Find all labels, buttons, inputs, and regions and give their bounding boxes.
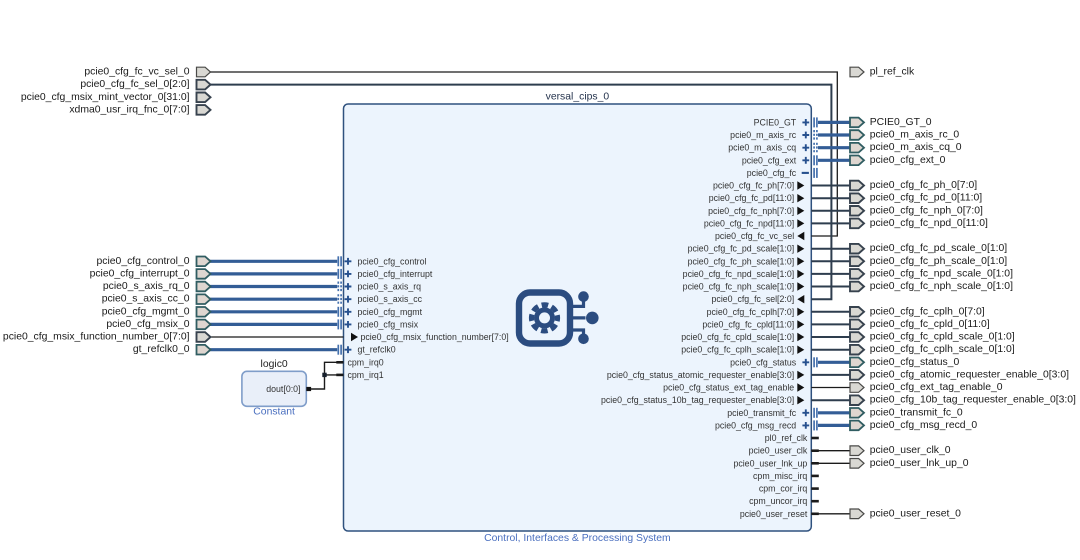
svg-text:pcie0_user_lnk_up: pcie0_user_lnk_up: [733, 458, 807, 468]
svg-text:pcie0_cfg_fc_npd[11:0]: pcie0_cfg_fc_npd[11:0]: [704, 218, 794, 228]
svg-text:pcie0_cfg_control_0: pcie0_cfg_control_0: [96, 256, 189, 267]
svg-text:pcie0_cfg_fc_ph_scale[1:0]: pcie0_cfg_fc_ph_scale[1:0]: [688, 256, 795, 266]
svg-text:Control, Interfaces & Processi: Control, Interfaces & Processing System: [484, 533, 671, 544]
svg-text:pcie0_cfg_msg_recd: pcie0_cfg_msg_recd: [715, 420, 796, 430]
svg-text:pcie0_cfg_mgmt_0: pcie0_cfg_mgmt_0: [102, 306, 190, 317]
svg-text:cpm_uncor_irq: cpm_uncor_irq: [749, 496, 807, 506]
svg-text:pcie0_cfg_fc_cplh[7:0]: pcie0_cfg_fc_cplh[7:0]: [707, 307, 795, 317]
svg-text:pcie0_cfg_fc_npd_0[11:0]: pcie0_cfg_fc_npd_0[11:0]: [870, 218, 988, 229]
svg-text:pcie0_cfg_fc_nph_scale_0[1:0]: pcie0_cfg_fc_nph_scale_0[1:0]: [870, 281, 1013, 292]
svg-text:pcie0_cfg_mgmt: pcie0_cfg_mgmt: [358, 307, 423, 317]
svg-text:pcie0_cfg_fc_cplh_scale_0[1:0]: pcie0_cfg_fc_cplh_scale_0[1:0]: [870, 344, 1015, 355]
svg-text:pcie0_cfg_msix_function_number: pcie0_cfg_msix_function_number[7:0]: [361, 332, 509, 342]
svg-text:pcie0_cfg_fc_cpld[11:0]: pcie0_cfg_fc_cpld[11:0]: [702, 319, 794, 329]
svg-text:pl_ref_clk: pl_ref_clk: [870, 67, 915, 78]
svg-text:pcie0_cfg_interrupt: pcie0_cfg_interrupt: [358, 269, 433, 279]
svg-text:pcie0_cfg_fc_cpld_scale[1:0]: pcie0_cfg_fc_cpld_scale[1:0]: [681, 332, 794, 342]
svg-text:pcie0_cfg_fc_ph[7:0]: pcie0_cfg_fc_ph[7:0]: [713, 181, 794, 191]
svg-text:pcie0_user_clk: pcie0_user_clk: [749, 446, 808, 456]
svg-text:pcie0_cfg_control: pcie0_cfg_control: [358, 256, 427, 266]
svg-text:gt_refclk0: gt_refclk0: [358, 345, 396, 355]
svg-text:cpm_irq0: cpm_irq0: [348, 357, 384, 367]
svg-text:versal_cips_0: versal_cips_0: [546, 92, 610, 103]
svg-text:PCIE0_GT_0: PCIE0_GT_0: [870, 117, 932, 128]
svg-text:pcie0_cfg_interrupt_0: pcie0_cfg_interrupt_0: [90, 268, 190, 279]
svg-text:pcie0_cfg_fc_nph_0[7:0]: pcie0_cfg_fc_nph_0[7:0]: [870, 205, 983, 216]
svg-text:pcie0_cfg_atomic_requester_ena: pcie0_cfg_atomic_requester_enable_0[3:0]: [870, 369, 1069, 380]
svg-text:pcie0_user_reset_0: pcie0_user_reset_0: [870, 508, 961, 519]
svg-text:pl0_ref_clk: pl0_ref_clk: [765, 433, 808, 443]
svg-text:pcie0_cfg_fc_pd_scale_0[1:0]: pcie0_cfg_fc_pd_scale_0[1:0]: [870, 243, 1008, 254]
svg-text:pcie0_cfg_fc_pd_scale[1:0]: pcie0_cfg_fc_pd_scale[1:0]: [688, 244, 795, 254]
svg-text:cpm_misc_irq: cpm_misc_irq: [753, 471, 807, 481]
svg-text:pcie0_cfg_ext: pcie0_cfg_ext: [742, 155, 797, 165]
svg-text:pcie0_cfg_fc_cplh_0[7:0]: pcie0_cfg_fc_cplh_0[7:0]: [870, 306, 985, 317]
svg-text:pcie0_cfg_msix_0: pcie0_cfg_msix_0: [106, 319, 189, 330]
svg-text:pcie0_transmit_fc: pcie0_transmit_fc: [727, 408, 797, 418]
svg-text:pcie0_cfg_status_atomic_reques: pcie0_cfg_status_atomic_requester_enable…: [607, 370, 794, 380]
svg-text:pcie0_s_axis_cc_0: pcie0_s_axis_cc_0: [102, 294, 190, 305]
svg-text:pcie0_user_reset: pcie0_user_reset: [740, 509, 808, 519]
svg-text:pcie0_cfg_msg_recd_0: pcie0_cfg_msg_recd_0: [870, 420, 978, 431]
svg-text:pcie0_cfg_fc_cpld_0[11:0]: pcie0_cfg_fc_cpld_0[11:0]: [870, 319, 990, 330]
svg-text:pcie0_cfg_fc_npd_scale_0[1:0]: pcie0_cfg_fc_npd_scale_0[1:0]: [870, 268, 1013, 279]
svg-text:pcie0_cfg_fc_vc_sel_0: pcie0_cfg_fc_vc_sel_0: [84, 67, 189, 78]
svg-text:logic0: logic0: [261, 359, 288, 370]
svg-text:xdma0_usr_irq_fnc_0[7:0]: xdma0_usr_irq_fnc_0[7:0]: [69, 104, 189, 115]
svg-text:PCIE0_GT: PCIE0_GT: [754, 117, 797, 127]
svg-text:pcie0_cfg_msix_function_number: pcie0_cfg_msix_function_number_0[7:0]: [3, 332, 190, 343]
svg-text:pcie0_cfg_fc_ph_scale_0[1:0]: pcie0_cfg_fc_ph_scale_0[1:0]: [870, 256, 1008, 267]
svg-text:pcie0_cfg_fc: pcie0_cfg_fc: [747, 168, 797, 178]
svg-text:pcie0_cfg_10b_tag_requester_en: pcie0_cfg_10b_tag_requester_enable_0[3:0…: [870, 395, 1076, 406]
svg-text:pcie0_m_axis_rc_0: pcie0_m_axis_rc_0: [870, 130, 960, 141]
svg-text:pcie0_s_axis_rq: pcie0_s_axis_rq: [358, 282, 422, 292]
svg-text:pcie0_cfg_fc_nph[7:0]: pcie0_cfg_fc_nph[7:0]: [708, 206, 794, 216]
svg-text:pcie0_cfg_ext_0: pcie0_cfg_ext_0: [870, 155, 946, 166]
svg-text:pcie0_cfg_fc_npd_scale[1:0]: pcie0_cfg_fc_npd_scale[1:0]: [683, 269, 795, 279]
svg-text:pcie0_cfg_status: pcie0_cfg_status: [730, 357, 797, 367]
svg-text:pcie0_s_axis_cc: pcie0_s_axis_cc: [358, 294, 423, 304]
svg-text:pcie0_m_axis_rc: pcie0_m_axis_rc: [730, 130, 797, 140]
svg-text:dout[0:0]: dout[0:0]: [266, 384, 300, 394]
svg-text:pcie0_cfg_fc_cpld_scale_0[1:0]: pcie0_cfg_fc_cpld_scale_0[1:0]: [870, 332, 1015, 343]
svg-text:pcie0_cfg_ext_tag_enable_0: pcie0_cfg_ext_tag_enable_0: [870, 382, 1003, 393]
svg-text:pcie0_cfg_status_10b_tag_reque: pcie0_cfg_status_10b_tag_requester_enabl…: [601, 395, 794, 405]
svg-text:cpm_irq1: cpm_irq1: [348, 370, 384, 380]
svg-text:pcie0_cfg_msix_mint_vector_0[3: pcie0_cfg_msix_mint_vector_0[31:0]: [21, 92, 190, 103]
svg-text:pcie0_user_lnk_up_0: pcie0_user_lnk_up_0: [870, 458, 969, 469]
svg-text:pcie0_cfg_fc_ph_0[7:0]: pcie0_cfg_fc_ph_0[7:0]: [870, 180, 978, 191]
svg-text:gt_refclk0_0: gt_refclk0_0: [133, 344, 190, 355]
svg-text:pcie0_cfg_status_ext_tag_enabl: pcie0_cfg_status_ext_tag_enable: [663, 383, 794, 393]
svg-text:pcie0_cfg_fc_sel[2:0]: pcie0_cfg_fc_sel[2:0]: [712, 294, 795, 304]
svg-text:pcie0_cfg_fc_pd[11:0]: pcie0_cfg_fc_pd[11:0]: [709, 193, 794, 203]
svg-text:pcie0_cfg_status_0: pcie0_cfg_status_0: [870, 357, 960, 368]
svg-text:pcie0_m_axis_cq: pcie0_m_axis_cq: [728, 143, 796, 153]
svg-text:pcie0_cfg_fc_cplh_scale[1:0]: pcie0_cfg_fc_cplh_scale[1:0]: [681, 345, 794, 355]
svg-text:pcie0_m_axis_cq_0: pcie0_m_axis_cq_0: [870, 142, 962, 153]
svg-text:pcie0_cfg_fc_sel_0[2:0]: pcie0_cfg_fc_sel_0[2:0]: [80, 79, 189, 90]
svg-text:pcie0_cfg_msix: pcie0_cfg_msix: [358, 319, 419, 329]
svg-text:pcie0_cfg_fc_vc_sel: pcie0_cfg_fc_vc_sel: [715, 231, 794, 241]
svg-text:pcie0_cfg_fc_pd_0[11:0]: pcie0_cfg_fc_pd_0[11:0]: [870, 193, 983, 204]
svg-text:pcie0_transmit_fc_0: pcie0_transmit_fc_0: [870, 407, 963, 418]
svg-text:pcie0_s_axis_rq_0: pcie0_s_axis_rq_0: [103, 281, 190, 292]
svg-text:Constant: Constant: [253, 406, 295, 417]
svg-text:pcie0_cfg_fc_nph_scale[1:0]: pcie0_cfg_fc_nph_scale[1:0]: [683, 282, 795, 292]
svg-text:cpm_cor_irq: cpm_cor_irq: [759, 484, 808, 494]
svg-text:pcie0_user_clk_0: pcie0_user_clk_0: [870, 445, 951, 456]
